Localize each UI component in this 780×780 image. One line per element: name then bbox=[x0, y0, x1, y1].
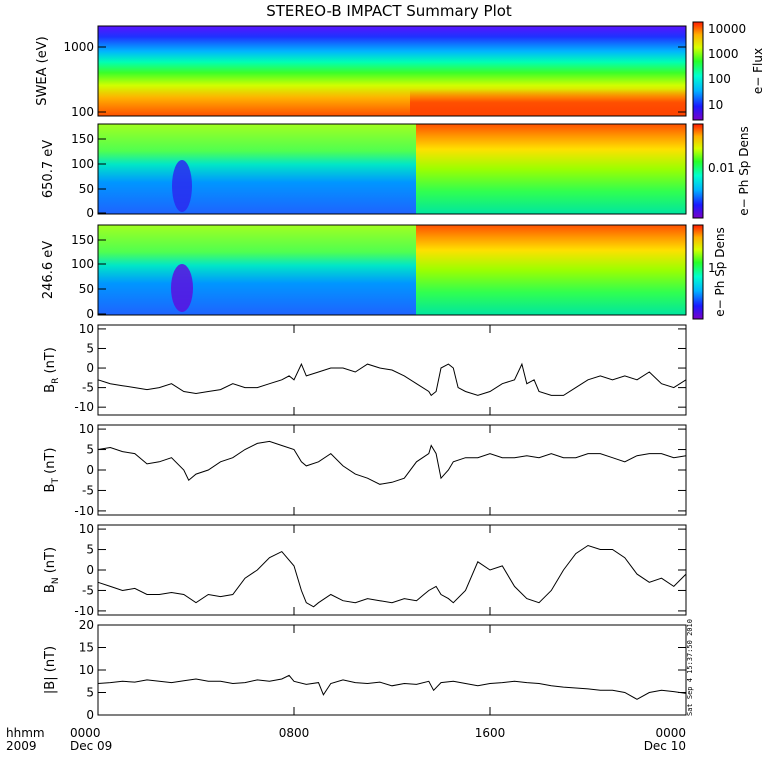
date-label: Dec 09 bbox=[70, 739, 112, 753]
Bmag-series-line bbox=[97, 674, 687, 700]
time-tick-label: 1600 bbox=[475, 726, 506, 740]
Bmag-ytick-label: 15 bbox=[79, 641, 94, 655]
pad246-cbar-tick: 1 bbox=[708, 261, 716, 275]
BT-ytick-label: -10 bbox=[74, 504, 94, 518]
BR-ytick-label: -5 bbox=[82, 381, 94, 395]
pad246-cbar-label: e− Ph Sp Dens bbox=[713, 227, 727, 316]
BN-frame bbox=[97, 524, 687, 616]
Bmag-ylabel: |B| (nT) bbox=[43, 646, 58, 694]
pad246-ylabel: 246.6 eV bbox=[41, 241, 56, 299]
BN-ytick-label: 5 bbox=[86, 543, 94, 557]
pad246-ytick-label: 50 bbox=[79, 282, 94, 296]
Bmag-panel: 0 5 10 15 20 |B| (nT) bbox=[43, 618, 687, 722]
pad246-frame bbox=[97, 224, 687, 316]
Bmag-ytick-label: 10 bbox=[79, 663, 94, 677]
BN-panel: -10 -5 0 5 10 BN (nT) bbox=[43, 522, 687, 618]
swea-ylabel: SWEA (eV) bbox=[35, 36, 50, 105]
BR-series-line bbox=[97, 362, 687, 397]
swea-cbar-tick: 10000 bbox=[708, 22, 746, 36]
magnetic-field-panels: -10 -5 0 5 10 BR (nT) -10 -5 0 5 10 BT (nT) -10 -5 0 5 1… bbox=[43, 322, 687, 722]
BR-ylabel: BR (nT) bbox=[43, 347, 61, 393]
pad246-ytick-label: 0 bbox=[86, 307, 94, 321]
BR-ytick-label: 10 bbox=[79, 322, 94, 336]
swea-y-axis: 100 1000 bbox=[63, 40, 686, 119]
swea-cbar-tick: 10 bbox=[708, 98, 723, 112]
pad246-low-patch bbox=[171, 264, 193, 312]
BT-ytick-label: 10 bbox=[79, 422, 94, 436]
BN-ytick-label: 10 bbox=[79, 522, 94, 536]
BT-ytick-label: 0 bbox=[86, 463, 94, 477]
BT-ytick-label: -5 bbox=[82, 483, 94, 497]
BT-ylabel: BT (nT) bbox=[43, 448, 61, 493]
BN-ytick-label: -5 bbox=[82, 583, 94, 597]
pad246-panel: 0 50 100 150 246.6 eV 1 e− Ph Sp Dens bbox=[41, 224, 727, 321]
Bmag-ytick-label: 5 bbox=[86, 686, 94, 700]
pad246-spectrogram-right bbox=[416, 225, 686, 315]
BN-ylabel: BN (nT) bbox=[43, 547, 61, 593]
pad650-y-axis: 0 50 100 150 bbox=[71, 132, 106, 220]
BN-ytick-label: -10 bbox=[74, 604, 94, 618]
Bmag-frame bbox=[97, 624, 687, 716]
swea-ytick-label: 1000 bbox=[63, 40, 94, 54]
pad246-ytick-label: 100 bbox=[71, 257, 94, 271]
swea-ytick-label: 100 bbox=[71, 105, 94, 119]
pad650-ytick-label: 50 bbox=[79, 182, 94, 196]
BN-series-line bbox=[97, 544, 687, 608]
time-axis-corner-label: hhmm bbox=[6, 726, 45, 740]
time-tick-label: 0000 bbox=[70, 726, 101, 740]
swea-frame bbox=[97, 25, 687, 117]
pad650-ytick-label: 0 bbox=[86, 206, 94, 220]
BR-ytick-label: -10 bbox=[74, 400, 94, 414]
BT-ytick-label: 5 bbox=[86, 443, 94, 457]
pad650-ytick-label: 150 bbox=[71, 132, 94, 146]
pad650-ylabel: 650.7 eV bbox=[41, 140, 56, 198]
BR-ytick-label: 5 bbox=[86, 341, 94, 355]
swea-cbar-tick: 1000 bbox=[708, 47, 739, 61]
swea-cbar-label: e− Flux bbox=[751, 48, 765, 94]
BR-panel: -10 -5 0 5 10 BR (nT) bbox=[43, 322, 687, 416]
swea-panel: 100 1000 SWEA (eV) 10 100 1000 10000 e− … bbox=[35, 21, 765, 121]
pad246-colorbar: 1 e− Ph Sp Dens bbox=[692, 224, 727, 320]
BN-ytick-label: 0 bbox=[86, 563, 94, 577]
pad650-cbar-tick: 0.01 bbox=[708, 161, 735, 175]
Bmag-ytick-label: 20 bbox=[79, 618, 94, 632]
pad650-low-patch bbox=[172, 160, 192, 212]
pad650-panel: 0 50 100 150 650.7 eV 0.01 e− Ph Sp Dens bbox=[41, 123, 751, 220]
pad650-ytick-label: 100 bbox=[71, 157, 94, 171]
pad650-spectrogram-right bbox=[416, 124, 686, 214]
date-label: Dec 10 bbox=[644, 739, 686, 753]
pad246-spectrogram-left bbox=[98, 225, 416, 315]
swea-colorbar: 10 100 1000 10000 e− Flux bbox=[692, 21, 765, 121]
generation-timestamp: Sat Sep 4 15:37:50 2010 bbox=[686, 619, 694, 716]
time-tick-label: 0000 bbox=[655, 726, 686, 740]
figure-title: STEREO-B IMPACT Summary Plot bbox=[266, 2, 512, 20]
swea-high-flux-region bbox=[410, 26, 686, 116]
swea-cbar-tick: 100 bbox=[708, 72, 731, 86]
BR-ytick-label: 0 bbox=[86, 361, 94, 375]
pad650-cbar-label: e− Ph Sp Dens bbox=[737, 126, 751, 215]
pad650-frame bbox=[97, 123, 687, 215]
BT-frame bbox=[97, 424, 687, 516]
pad650-colorbar: 0.01 e− Ph Sp Dens bbox=[692, 123, 751, 219]
time-tick-label: 0800 bbox=[279, 726, 310, 740]
pad246-y-axis: 0 50 100 150 bbox=[71, 233, 106, 321]
BT-series-line bbox=[97, 440, 687, 485]
pad246-ytick-label: 150 bbox=[71, 233, 94, 247]
BT-panel: -10 -5 0 5 10 BT (nT) bbox=[43, 422, 687, 518]
time-axis-corner-label: 2009 bbox=[6, 739, 37, 753]
pad650-spectrogram-left bbox=[98, 124, 416, 214]
Bmag-ytick-label: 0 bbox=[86, 708, 94, 722]
